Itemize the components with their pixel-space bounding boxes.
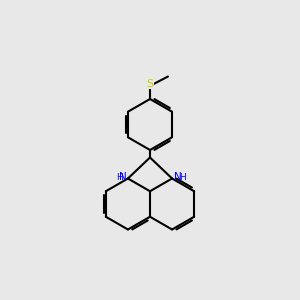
Text: N: N [119, 172, 126, 182]
Text: H: H [179, 172, 185, 182]
Text: H: H [116, 172, 122, 182]
Text: S: S [146, 79, 154, 89]
Text: N: N [174, 172, 181, 182]
